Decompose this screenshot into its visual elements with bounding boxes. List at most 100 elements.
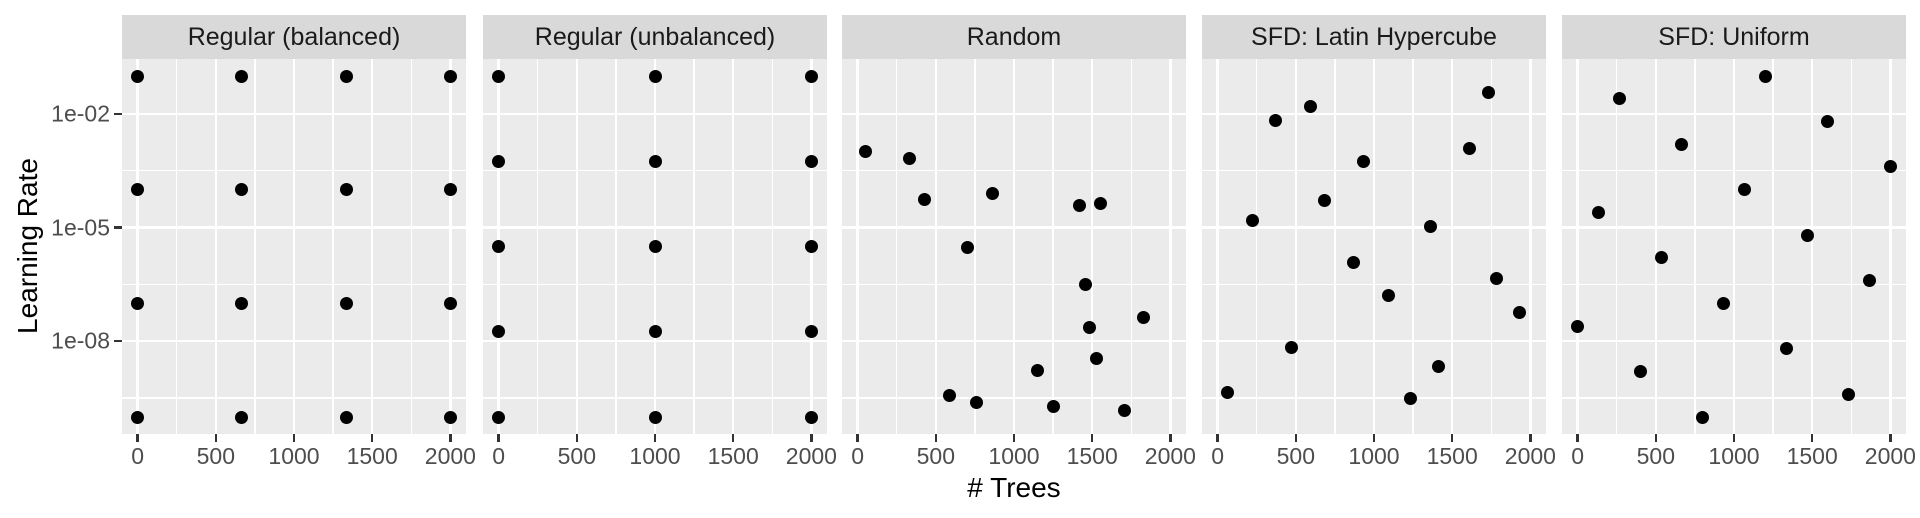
data-point bbox=[1696, 410, 1710, 424]
x-tick-mark bbox=[497, 434, 500, 442]
x-tick-label: 0 bbox=[1211, 443, 1224, 469]
data-point bbox=[1612, 92, 1626, 106]
minor-gridline-v bbox=[410, 59, 412, 434]
major-gridline-h bbox=[1562, 112, 1906, 116]
facet-strip: SFD: Latin Hypercube bbox=[1202, 15, 1546, 59]
minor-gridline-v bbox=[771, 59, 773, 434]
x-tick-mark bbox=[292, 434, 296, 442]
major-gridline-h bbox=[842, 339, 1186, 343]
x-tick-mark bbox=[1529, 434, 1532, 442]
data-point bbox=[1347, 256, 1361, 270]
data-point bbox=[1863, 274, 1877, 287]
data-point bbox=[1842, 387, 1856, 401]
minor-gridline-v bbox=[1850, 59, 1852, 434]
data-point bbox=[1591, 206, 1605, 219]
facet-strip: Regular (unbalanced) bbox=[483, 15, 827, 59]
data-point bbox=[131, 410, 145, 424]
data-point bbox=[942, 389, 956, 403]
data-point bbox=[443, 410, 457, 424]
x-tick-label: 500 bbox=[916, 443, 955, 469]
major-gridline-h bbox=[842, 226, 1186, 229]
x-tick-mark bbox=[370, 434, 374, 442]
facet-strip-label: Regular (unbalanced) bbox=[534, 22, 776, 51]
major-gridline-v bbox=[856, 59, 859, 434]
data-point bbox=[1246, 213, 1260, 227]
major-gridline-v bbox=[1889, 59, 1892, 434]
facet-strip-label: SFD: Latin Hypercube bbox=[1251, 22, 1497, 51]
data-point bbox=[443, 69, 457, 83]
x-tick-mark bbox=[1732, 434, 1736, 442]
x-tick-label: 500 bbox=[196, 443, 235, 469]
data-point bbox=[1381, 289, 1395, 303]
major-gridline-v bbox=[1450, 59, 1454, 434]
data-point bbox=[1083, 321, 1097, 334]
major-gridline-v bbox=[370, 59, 374, 434]
x-tick-label: 1500 bbox=[1786, 443, 1838, 469]
data-point bbox=[1883, 160, 1897, 174]
data-point bbox=[492, 69, 506, 83]
x-tick-label: 1000 bbox=[1708, 443, 1760, 469]
data-point bbox=[339, 410, 353, 424]
data-point bbox=[1462, 141, 1476, 155]
major-gridline-v bbox=[575, 59, 579, 434]
major-gridline-v bbox=[136, 59, 139, 434]
data-point bbox=[1717, 296, 1730, 310]
major-gridline-h bbox=[1562, 339, 1906, 343]
data-point bbox=[235, 296, 249, 310]
x-tick-label: 0 bbox=[1571, 443, 1584, 469]
y-tick-label: 1e-02 bbox=[51, 100, 110, 127]
data-point bbox=[804, 325, 818, 338]
x-tick-mark bbox=[1294, 434, 1298, 442]
x-tick-mark bbox=[1654, 434, 1658, 442]
data-point bbox=[960, 240, 974, 254]
y-tick-mark bbox=[114, 226, 122, 229]
minor-gridline-v bbox=[332, 59, 334, 434]
data-point bbox=[1403, 391, 1417, 405]
y-tick-mark bbox=[114, 112, 122, 116]
x-tick-label: 1000 bbox=[629, 443, 681, 469]
data-point bbox=[1489, 272, 1503, 286]
data-point bbox=[804, 154, 818, 168]
x-tick-label: 1500 bbox=[1066, 443, 1118, 469]
minor-gridline-v bbox=[1052, 59, 1054, 434]
data-point bbox=[131, 183, 145, 197]
data-point bbox=[648, 239, 662, 253]
minor-gridline-v bbox=[1130, 59, 1132, 434]
facet-strip-label: Random bbox=[966, 22, 1062, 51]
x-tick-label: 2000 bbox=[785, 443, 837, 469]
x-tick-mark bbox=[1169, 434, 1172, 442]
data-point bbox=[648, 410, 662, 424]
data-point bbox=[1269, 113, 1282, 127]
x-tick-label: 2000 bbox=[1144, 443, 1196, 469]
data-point bbox=[1481, 86, 1495, 100]
x-tick-mark bbox=[575, 434, 579, 442]
x-tick-mark bbox=[731, 434, 735, 442]
data-point bbox=[1821, 115, 1835, 128]
data-point bbox=[1779, 342, 1793, 356]
data-point bbox=[131, 69, 145, 83]
x-tick-mark bbox=[1810, 434, 1814, 442]
data-point bbox=[1089, 351, 1103, 365]
major-gridline-h bbox=[483, 339, 827, 343]
x-tick-label: 1500 bbox=[1426, 443, 1478, 469]
data-point bbox=[1117, 403, 1131, 417]
data-point bbox=[1654, 251, 1668, 265]
data-point bbox=[917, 192, 931, 206]
x-axis-title: # Trees bbox=[967, 472, 1061, 503]
major-gridline-v bbox=[1732, 59, 1736, 434]
facet-strip-label: Regular (balanced) bbox=[187, 22, 401, 51]
data-point bbox=[1031, 363, 1044, 377]
x-tick-mark bbox=[449, 434, 452, 442]
data-point bbox=[131, 296, 145, 310]
data-point bbox=[492, 154, 506, 168]
data-point bbox=[970, 396, 983, 410]
x-tick-mark bbox=[1372, 434, 1376, 442]
minor-gridline-v bbox=[1334, 59, 1336, 434]
data-point bbox=[648, 154, 662, 168]
minor-gridline-v bbox=[896, 59, 898, 434]
major-gridline-v bbox=[1012, 59, 1016, 434]
major-gridline-v bbox=[1372, 59, 1376, 434]
major-gridline-v bbox=[1810, 59, 1814, 434]
data-point bbox=[492, 239, 506, 253]
